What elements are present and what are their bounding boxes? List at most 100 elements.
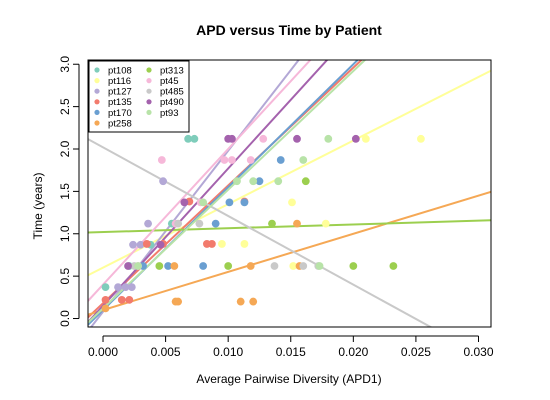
legend-label-pt108: pt108 xyxy=(108,65,132,76)
point-pt127 xyxy=(159,177,167,186)
point-pt135 xyxy=(142,240,151,248)
point-pt485 xyxy=(174,219,183,228)
point-pt490 xyxy=(156,240,165,249)
point-pt170 xyxy=(199,262,208,270)
point-pt116 xyxy=(289,262,298,270)
point-pt313 xyxy=(349,262,358,270)
point-pt170 xyxy=(211,219,220,228)
point-pt313 xyxy=(268,219,276,228)
regression-line-pt258 xyxy=(88,190,491,316)
legend-marker-pt490 xyxy=(146,99,152,105)
legend-marker-pt116 xyxy=(94,78,100,84)
x-tick-label: 0.015 xyxy=(276,345,306,359)
point-pt258 xyxy=(236,297,245,306)
point-pt116 xyxy=(361,134,370,143)
point-pt313 xyxy=(389,262,398,270)
point-pt135 xyxy=(101,295,110,304)
legend-label-pt135: pt135 xyxy=(108,97,132,108)
point-pt258 xyxy=(293,219,301,228)
point-pt490 xyxy=(228,134,236,143)
point-pt490 xyxy=(351,134,360,143)
point-pt116 xyxy=(321,219,330,228)
legend-box xyxy=(88,60,190,133)
point-pt485 xyxy=(195,219,204,228)
legend-label-pt170: pt170 xyxy=(108,108,132,119)
point-pt127 xyxy=(136,240,145,249)
point-pt170 xyxy=(164,262,172,270)
point-pt313 xyxy=(224,262,233,270)
point-pt93 xyxy=(134,262,142,270)
regression-line-pt135 xyxy=(88,60,363,319)
point-pt170 xyxy=(255,177,264,186)
legend-marker-pt108 xyxy=(94,67,100,73)
point-pt93 xyxy=(299,156,308,164)
legend-marker-pt258 xyxy=(94,120,100,126)
point-pt485 xyxy=(299,262,308,270)
y-tick-label: 0.0 xyxy=(58,310,72,327)
point-pt116 xyxy=(288,198,296,207)
point-pt108 xyxy=(184,134,193,143)
x-tick-label: 0.025 xyxy=(401,345,431,359)
point-pt490 xyxy=(293,134,301,143)
y-tick-label: 1.5 xyxy=(58,183,72,200)
point-pt313 xyxy=(301,177,310,186)
point-pt45 xyxy=(220,156,229,164)
y-tick-label: 3.0 xyxy=(58,56,72,73)
regression-lines xyxy=(88,60,491,327)
legend-label-pt485: pt485 xyxy=(160,87,184,98)
regression-line-pt313 xyxy=(88,219,491,234)
point-pt93 xyxy=(324,134,333,143)
point-pt135 xyxy=(125,295,134,304)
legend-label-pt45: pt45 xyxy=(160,76,179,87)
y-tick-label: 0.5 xyxy=(58,267,72,284)
y-tick-label: 2.0 xyxy=(58,140,72,157)
point-pt45 xyxy=(228,156,236,164)
point-pt135 xyxy=(208,240,216,248)
point-pt108 xyxy=(101,283,110,292)
regression-line-pt485 xyxy=(88,138,433,327)
point-pt490 xyxy=(180,198,189,207)
point-pt127 xyxy=(127,283,136,292)
point-pt258 xyxy=(246,262,255,270)
point-pt258 xyxy=(101,304,110,313)
point-pt127 xyxy=(114,283,122,292)
legend-label-pt93: pt93 xyxy=(160,108,179,119)
x-tick-label: 0.020 xyxy=(338,345,368,359)
point-pt127 xyxy=(129,240,137,249)
regression-line-pt490 xyxy=(88,60,329,323)
point-pt135 xyxy=(117,295,126,304)
point-pt93 xyxy=(315,262,324,270)
x-tick-label: 0.030 xyxy=(463,345,493,359)
point-pt258 xyxy=(249,297,258,306)
legend-marker-pt313 xyxy=(146,67,152,73)
point-pt313 xyxy=(155,262,164,270)
y-tick-label: 2.5 xyxy=(58,98,72,115)
legend-label-pt258: pt258 xyxy=(108,118,132,129)
x-axis-label: Average Pairwise Diversity (APD1) xyxy=(196,372,381,386)
x-axis: 0.000 0.005 0.010 0.015 0.020 0.025 0.030 xyxy=(88,335,494,359)
chart-title: APD versus Time by Patient xyxy=(196,22,382,38)
y-tick-label: 1.0 xyxy=(58,225,72,242)
regression-line-pt45 xyxy=(88,60,312,302)
point-pt485 xyxy=(270,262,279,270)
point-pt45 xyxy=(157,156,166,164)
x-tick-label: 0.000 xyxy=(88,345,118,359)
regression-line-pt170 xyxy=(88,60,360,326)
y-axis-label: Time (years) xyxy=(31,173,45,240)
point-pt490 xyxy=(124,262,132,270)
point-pt127 xyxy=(121,283,130,292)
point-pt93 xyxy=(249,177,258,186)
point-pt258 xyxy=(174,297,183,306)
point-pt116 xyxy=(417,134,425,143)
point-pt170 xyxy=(240,198,249,207)
legend-marker-pt93 xyxy=(146,109,152,115)
legend-label-pt313: pt313 xyxy=(160,65,184,76)
regression-line-pt93 xyxy=(88,60,367,324)
point-pt45 xyxy=(259,134,268,143)
point-pt108 xyxy=(190,134,199,143)
point-pt93 xyxy=(233,177,241,186)
point-pt93 xyxy=(274,177,283,186)
point-pt170 xyxy=(225,198,234,207)
legend-marker-pt485 xyxy=(146,88,152,94)
